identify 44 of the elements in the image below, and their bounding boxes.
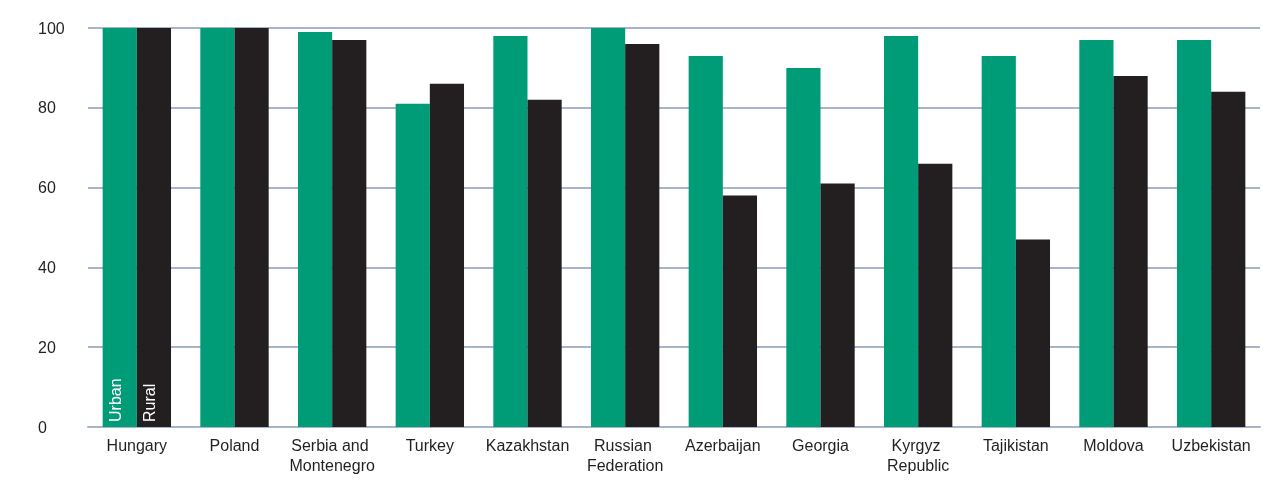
x-tick-label: Tajikistan: [982, 436, 1049, 454]
bar: [332, 39, 367, 427]
bar: [200, 28, 235, 427]
bar: [918, 163, 953, 427]
y-tick-label: 20: [38, 338, 56, 356]
x-tick-label: Turkey: [405, 436, 454, 454]
bar: [1211, 91, 1246, 427]
bar: [981, 55, 1016, 427]
bar: [590, 28, 626, 427]
bar: [297, 31, 333, 427]
bar: [429, 83, 465, 427]
bar: [1015, 239, 1051, 427]
bar: [722, 195, 758, 427]
y-tick-label: 80: [38, 99, 56, 117]
series-label: Rural: [141, 383, 159, 422]
bar: [1176, 39, 1212, 427]
x-tick-label: Serbia and Montenegro: [289, 436, 375, 474]
bar: [688, 55, 723, 427]
bar: [136, 28, 172, 427]
bar: [493, 35, 528, 427]
bar: [883, 35, 919, 427]
x-tick-label: Moldova: [1083, 436, 1144, 454]
x-tick-label: Azerbaijan: [685, 436, 761, 454]
y-tick-label: 100: [38, 19, 65, 37]
bar: [820, 183, 855, 427]
series-label: Urban: [107, 378, 125, 422]
bar: [786, 67, 821, 427]
bar: [395, 103, 430, 427]
x-tick-label: Russian Federation: [586, 436, 664, 474]
x-tick-label: Kazakhstan: [485, 436, 570, 454]
y-tick-label: 40: [38, 258, 56, 276]
bar: [1113, 75, 1148, 427]
bar: [102, 28, 137, 427]
x-tick-label: Kyrgyz Republic: [887, 436, 950, 474]
x-tick-label: Georgia: [792, 436, 850, 454]
y-tick-label: 60: [38, 179, 56, 197]
x-tick-label: Uzbekistan: [1171, 436, 1251, 454]
bar: [1079, 39, 1114, 427]
x-tick-label: Poland: [209, 436, 260, 454]
x-tick-label: Hungary: [106, 436, 168, 454]
bar: [625, 43, 660, 427]
y-tick-label: 0: [38, 418, 47, 436]
bar: [527, 99, 562, 427]
bar: [234, 28, 269, 427]
